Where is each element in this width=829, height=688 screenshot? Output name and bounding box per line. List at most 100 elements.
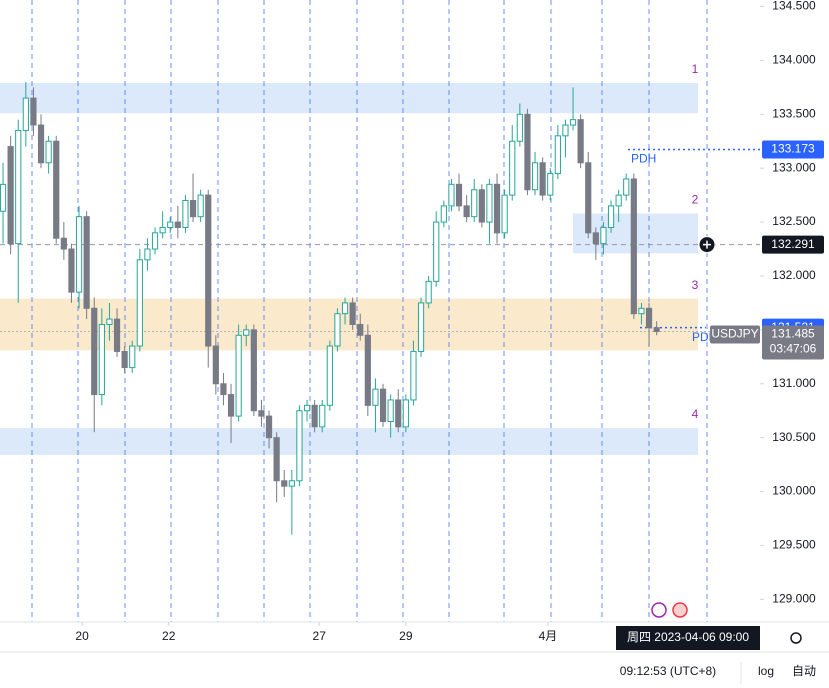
candle-body <box>205 194 212 347</box>
y-tick-label: 130.000 <box>772 484 816 498</box>
candle-body <box>212 345 219 385</box>
candle-body <box>607 205 615 228</box>
candle-body <box>539 162 546 196</box>
y-tick-label: 130.500 <box>772 430 816 444</box>
candle-body <box>585 162 592 234</box>
candle-body <box>227 394 235 417</box>
candle-body <box>281 480 288 487</box>
y-tick-label: 131.000 <box>772 376 816 390</box>
candle-body <box>189 200 197 218</box>
crosshair-time: 周四 2023-04-06 09:00 <box>627 630 749 644</box>
x-tick-label: 27 <box>313 629 327 643</box>
candle-body <box>623 178 630 196</box>
candle-body <box>547 173 554 196</box>
crosshair-plus-sign <box>703 240 711 249</box>
candle-body <box>433 221 440 282</box>
candle-body <box>45 140 52 164</box>
candle-body <box>509 140 516 196</box>
candle-body <box>53 140 60 239</box>
candle-body <box>273 437 280 482</box>
candle-body <box>562 124 569 137</box>
candle-body <box>136 259 143 347</box>
candle-body <box>463 205 470 218</box>
candle-body <box>379 388 387 422</box>
symbol: USDJPY <box>711 327 758 341</box>
y-tick-label: 133.000 <box>772 160 816 174</box>
candle-body <box>303 404 311 412</box>
candle-body <box>600 226 607 245</box>
candle-body <box>501 194 508 234</box>
candle-body <box>144 248 151 261</box>
candle-body <box>440 205 447 223</box>
candle-body <box>486 183 493 223</box>
y-tick-label: 134.500 <box>772 0 816 13</box>
gear[interactable] <box>790 632 802 644</box>
candle-body <box>577 119 584 164</box>
candle-body <box>448 183 455 207</box>
candle-body <box>288 480 295 487</box>
candle-body <box>159 226 166 234</box>
candle-body <box>265 415 273 439</box>
candle-body <box>531 162 539 191</box>
x-tick-label: 4月 <box>539 629 558 643</box>
log-toggle[interactable]: log <box>758 664 774 678</box>
candle-body <box>478 189 485 223</box>
candle-body <box>516 113 523 142</box>
zone-label: 3 <box>692 278 699 292</box>
candle-body <box>113 318 121 352</box>
candle-body <box>387 399 394 422</box>
candle-body <box>395 399 402 428</box>
last-price: 131.485 <box>771 327 815 341</box>
y-tick-label: 134.000 <box>772 53 816 67</box>
y-tick-label: 132.000 <box>772 268 816 282</box>
candle-body <box>410 350 417 401</box>
flag-icon[interactable] <box>672 602 688 618</box>
candle-body <box>220 383 227 396</box>
candle-body <box>326 345 333 406</box>
candle-body <box>471 189 478 218</box>
x-tick-label: 22 <box>162 629 176 643</box>
crosshair-time-box <box>616 626 760 650</box>
candle-body <box>22 97 29 131</box>
y-tick-label: 132.500 <box>772 214 816 228</box>
candle-body <box>296 410 303 482</box>
candle-body <box>425 280 432 304</box>
zone <box>0 427 698 455</box>
auto-toggle[interactable]: 自动 <box>792 664 816 678</box>
clock: 09:12:53 (UTC+8) <box>620 664 716 678</box>
candle-body <box>151 232 159 250</box>
candle-body <box>334 313 341 347</box>
candle-body <box>197 194 204 218</box>
candle-body <box>630 178 637 315</box>
pdh-price: 133.173 <box>771 142 815 156</box>
candle-body <box>37 124 45 164</box>
candle-body <box>15 129 22 245</box>
crosshair-price-box <box>762 235 824 254</box>
candle-body <box>68 248 75 293</box>
pdh-label: PDH <box>631 152 656 166</box>
candle-body <box>341 302 349 315</box>
settings-icon[interactable] <box>790 632 802 644</box>
candle-body <box>372 388 379 406</box>
candle-body <box>524 113 531 191</box>
candle-body <box>357 323 364 336</box>
zone-label: 4 <box>692 407 699 421</box>
candle-body <box>243 329 250 336</box>
event-icon[interactable] <box>651 602 667 618</box>
candle-body <box>174 221 181 228</box>
candle-body <box>364 334 371 406</box>
countdown: 03:47:06 <box>770 342 817 356</box>
zone <box>0 83 698 114</box>
x-tick-label: 20 <box>75 629 89 643</box>
candle-body <box>60 237 67 250</box>
zone-label: 2 <box>692 193 699 207</box>
candle-body <box>250 329 257 412</box>
candle-body <box>98 323 105 396</box>
y-tick-label: 133.500 <box>772 106 816 120</box>
candle-body <box>349 302 356 325</box>
candle-body <box>493 183 501 234</box>
candle-body <box>592 232 599 245</box>
candle-body <box>91 307 98 396</box>
